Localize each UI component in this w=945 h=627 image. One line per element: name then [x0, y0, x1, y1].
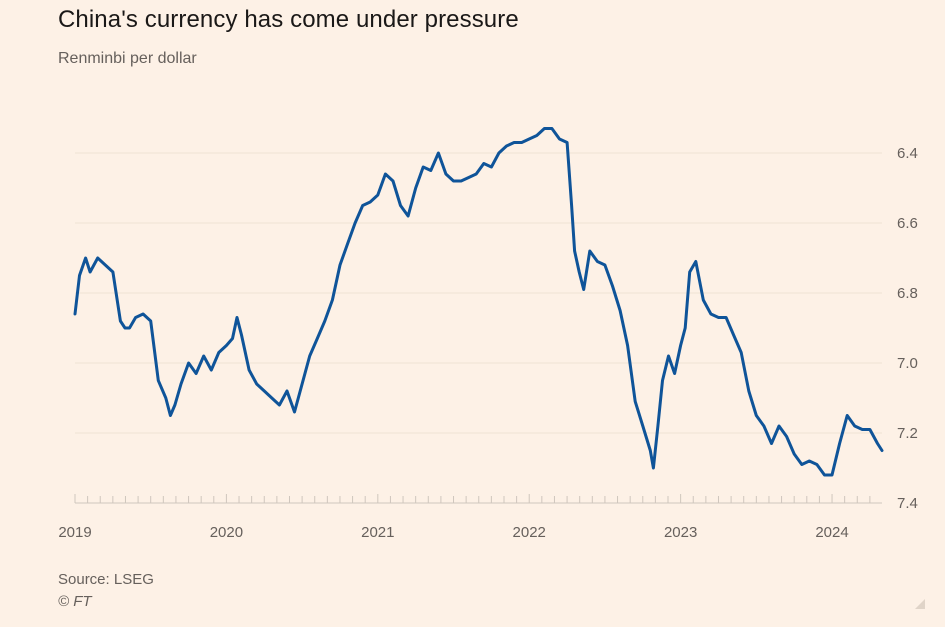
x-tick-label: 2020	[210, 524, 243, 541]
y-tick-label: 7.0	[897, 355, 918, 372]
copyright-note: © FT	[58, 593, 92, 610]
resize-corner-icon	[915, 599, 925, 609]
y-tick-label: 7.2	[897, 425, 918, 442]
y-tick-label: 6.8	[897, 285, 918, 302]
line-chart: 6.46.66.87.07.27.4 2019 2020 2021 2022 2023 2…	[58, 127, 918, 541]
y-tick-label: 6.6	[897, 215, 918, 232]
grid-layer	[75, 152, 882, 434]
chart-subtitle: Renminbi per dollar	[58, 50, 197, 67]
series-layer	[73, 127, 884, 477]
x-tick-label: 2023	[664, 524, 697, 541]
x-tick-label: 2024	[815, 524, 848, 541]
x-axis-labels: 2019 2020 2021 2022 2023 2024	[58, 524, 848, 541]
y-tick-label: 7.4	[897, 495, 918, 512]
x-tick-label: 2019	[58, 524, 91, 541]
x-tick-label: 2021	[361, 524, 394, 541]
x-tick-label: 2022	[513, 524, 546, 541]
source-note: Source: LSEG	[58, 571, 154, 588]
x-axis	[74, 494, 882, 504]
y-tick-label: 6.4	[897, 145, 918, 162]
chart-title: China's currency has come under pressure	[58, 6, 519, 33]
series-line-renminbi	[73, 127, 884, 477]
y-axis-labels: 6.4 6.6 6.8 7.0 7.2 7.4	[897, 145, 918, 512]
